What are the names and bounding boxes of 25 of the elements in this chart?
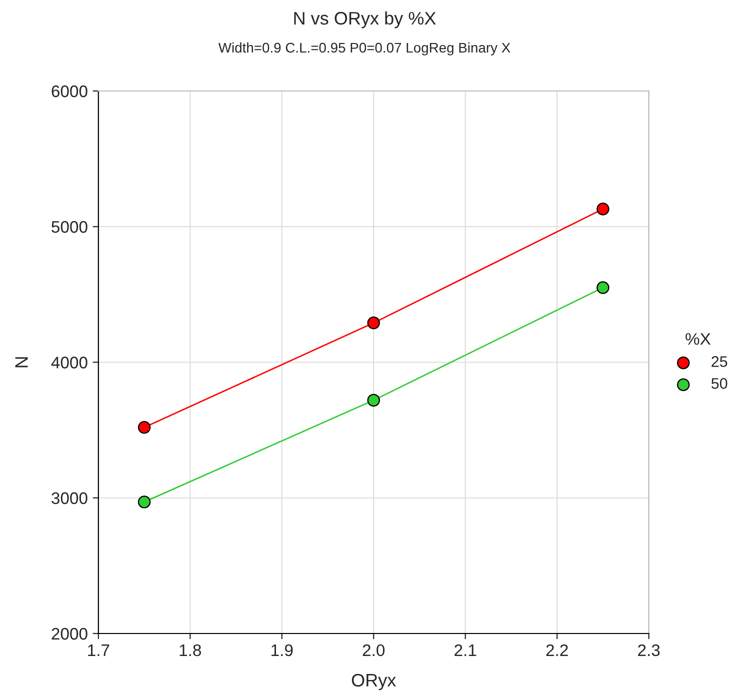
point bbox=[367, 316, 380, 330]
legend-label: 25 bbox=[712, 356, 728, 367]
chart-subtitle: Width=0.9 C.L.=0.95 P0=0.07 LogReg Binary X bbox=[218, 42, 510, 56]
x-tick-label: 1.7 bbox=[88, 644, 110, 656]
point bbox=[596, 202, 610, 216]
x-tick-label: 2.1 bbox=[454, 644, 476, 656]
point bbox=[596, 281, 610, 294]
legend-label: 50 bbox=[711, 378, 728, 389]
point bbox=[138, 420, 151, 434]
y-tick-label: 3000 bbox=[52, 492, 88, 504]
x-axis-title: ORyx bbox=[352, 674, 396, 690]
x-tick-label: 2.3 bbox=[638, 644, 660, 656]
legend-title: %X bbox=[686, 333, 711, 345]
y-tick-label: 6000 bbox=[52, 85, 88, 98]
y-tick-label: 4000 bbox=[51, 356, 88, 368]
x-tick-label: 1.8 bbox=[180, 644, 202, 656]
x-tick-label: 2.0 bbox=[362, 644, 385, 656]
x-tick-label: 1.9 bbox=[272, 644, 293, 656]
x-tick-label: 2.2 bbox=[546, 644, 568, 656]
chart-title: N vs ORyx by %X bbox=[294, 11, 436, 28]
point bbox=[138, 496, 151, 508]
y-tick-label: 5000 bbox=[52, 221, 88, 233]
y-tick-label: 2000 bbox=[52, 628, 88, 640]
y-axis-title: N bbox=[15, 357, 28, 368]
point bbox=[367, 394, 380, 407]
